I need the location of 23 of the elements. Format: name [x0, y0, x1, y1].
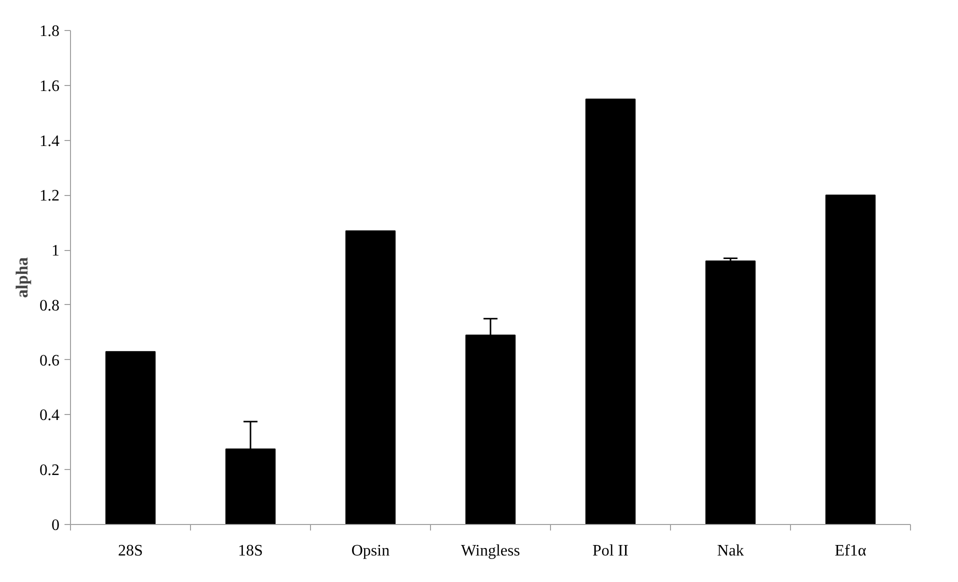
y-tick-label: 1.4	[40, 132, 60, 150]
x-tick-label: Opsin	[351, 542, 390, 560]
y-axis-title: alpha	[12, 256, 32, 298]
y-tick-label: 0.8	[40, 297, 60, 314]
bar	[105, 351, 156, 524]
x-tick-label: 28S	[118, 542, 143, 560]
y-tick-label: 0	[52, 517, 60, 534]
y-tick-label: 1	[52, 242, 60, 260]
bar	[825, 194, 876, 524]
y-tick-label: 1.6	[40, 78, 60, 95]
y-tick-label: 1.2	[40, 188, 60, 205]
y-tick-label: 0.4	[40, 407, 60, 424]
bar	[585, 98, 636, 524]
x-tick-label: Wingless	[461, 542, 520, 560]
y-tick-label: 1.8	[40, 23, 60, 40]
x-tick-label: 18S	[238, 542, 263, 560]
bar	[705, 260, 756, 524]
x-tick-label: Ef1α	[834, 542, 867, 560]
x-tick-label: Nak	[717, 542, 744, 560]
y-tick-label: 0.2	[40, 462, 60, 480]
y-tick-label: 0.6	[40, 352, 60, 370]
x-tick-label: Pol II	[592, 542, 628, 560]
bar	[345, 230, 396, 524]
